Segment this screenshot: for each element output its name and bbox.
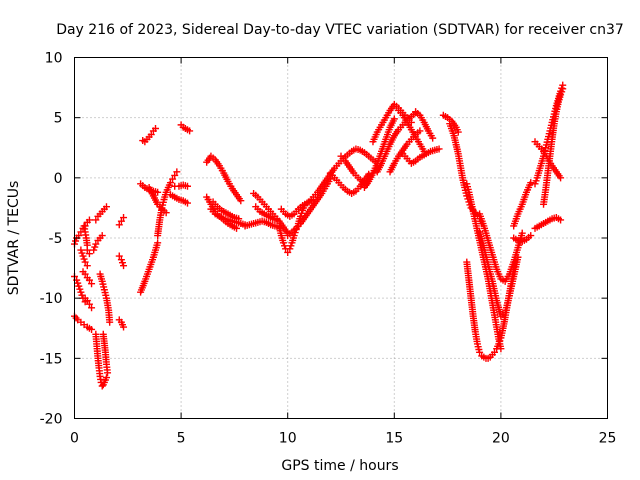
data-point: [186, 127, 194, 135]
data-point: [102, 203, 110, 211]
data-point: [154, 239, 162, 247]
x-tick-label: 20: [492, 431, 510, 447]
y-tick-label: -5: [49, 231, 63, 247]
data-point: [83, 297, 91, 305]
data-point: [237, 197, 245, 205]
y-tick-label: 5: [54, 111, 63, 127]
data-point: [559, 85, 567, 93]
data-point: [83, 262, 91, 270]
data-point: [491, 348, 499, 356]
data-point: [120, 262, 128, 270]
data-point: [92, 240, 100, 248]
data-point: [154, 188, 162, 196]
y-tick-label: -10: [40, 291, 63, 307]
data-point: [284, 248, 292, 256]
data-point: [98, 232, 106, 240]
data-point: [235, 215, 243, 223]
data-point: [81, 270, 89, 278]
y-tick-label: -20: [40, 412, 63, 428]
data-point: [92, 216, 100, 224]
x-tick-label: 0: [70, 431, 79, 447]
data-point: [162, 209, 170, 217]
data-point: [152, 124, 160, 132]
data-point: [85, 216, 93, 224]
data-point: [435, 145, 443, 153]
axis-ticks: 0 5 10 15 20 25 -20 -15 -10 -5 0 5 10: [40, 51, 617, 447]
data-point: [518, 229, 526, 237]
y-axis-label: SDTVAR / TECUs: [6, 181, 22, 296]
data-point: [527, 179, 535, 187]
data-point: [102, 374, 110, 382]
x-tick-label: 15: [385, 431, 403, 447]
x-axis-label: GPS time / hours: [281, 458, 398, 474]
data-point: [83, 246, 91, 254]
data-point: [183, 182, 191, 190]
data-point: [106, 318, 114, 326]
data-point: [173, 168, 181, 176]
data-point: [527, 232, 535, 240]
data-point: [429, 134, 437, 142]
data-point: [88, 325, 96, 333]
data-point: [514, 253, 522, 261]
data-point: [476, 348, 484, 356]
data-point: [85, 276, 93, 284]
x-tick-label: 5: [177, 431, 186, 447]
data-point: [166, 179, 174, 187]
data-point: [233, 224, 241, 232]
data-point: [117, 217, 125, 225]
data-point: [183, 199, 191, 207]
y-tick-label: 10: [45, 51, 63, 67]
data-point: [88, 280, 96, 288]
data-point: [416, 127, 424, 135]
data-point: [273, 216, 281, 224]
data-point: [115, 252, 123, 260]
data-point: [147, 131, 155, 139]
y-tick-label: -15: [40, 351, 63, 367]
data-point: [120, 214, 128, 222]
data-point: [169, 175, 177, 183]
data-point: [98, 382, 106, 390]
data-point: [120, 323, 128, 331]
data-point: [557, 216, 565, 224]
data-point: [85, 300, 93, 308]
data-point: [85, 250, 93, 258]
data-point: [115, 221, 123, 229]
data-point: [171, 171, 179, 179]
data-point: [81, 258, 89, 266]
data-point: [454, 128, 462, 136]
x-tick-label: 25: [599, 431, 617, 447]
data-point: [390, 115, 398, 123]
y-tick-label: 0: [54, 171, 63, 187]
data-point: [88, 304, 96, 312]
data-point: [104, 369, 112, 377]
x-tick-label: 10: [279, 431, 297, 447]
data-point: [557, 174, 565, 182]
chart-title: Day 216 of 2023, Sidereal Day-to-day VTE…: [56, 22, 624, 38]
data-marks: [71, 81, 567, 390]
